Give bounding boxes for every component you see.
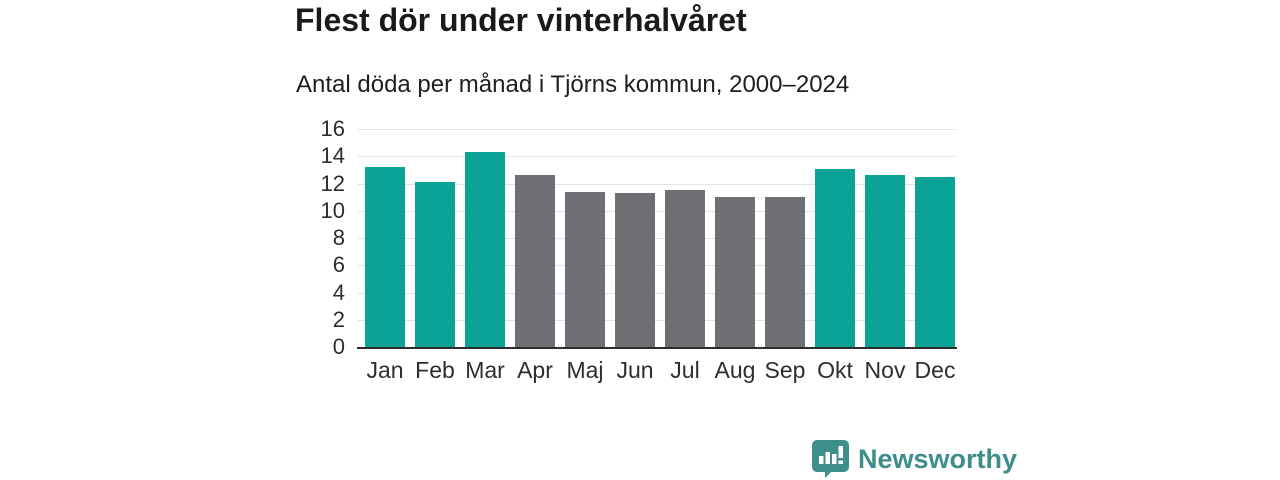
x-label-apr: Apr	[517, 357, 553, 383]
bar-feb	[415, 182, 455, 347]
x-axis-line	[357, 346, 957, 349]
y-tick-label-12: 12	[320, 170, 345, 196]
bar-jun	[615, 193, 655, 347]
x-label-aug: Aug	[714, 357, 756, 383]
chart-subtitle: Antal döda per månad i Tjörns kommun, 20…	[296, 71, 850, 98]
x-label-dec: Dec	[914, 357, 956, 383]
y-tick-label-6: 6	[332, 252, 345, 278]
y-tick-label-10: 10	[320, 197, 345, 223]
x-label-jan: Jan	[366, 357, 404, 383]
bar-jul	[665, 190, 705, 347]
x-label-maj: Maj	[566, 357, 604, 383]
gridline-14	[358, 156, 955, 158]
x-label-mar: Mar	[465, 357, 505, 383]
newsworthy-logo-text: Newsworthy	[858, 443, 1018, 474]
bar-maj	[565, 191, 605, 347]
chart-title: Flest dör under vinterhalvåret	[295, 2, 747, 38]
bar-mar	[465, 152, 505, 347]
y-tick-label-0: 0	[332, 334, 345, 359]
y-tick-label-16: 16	[320, 116, 345, 141]
y-tick-label-8: 8	[332, 225, 345, 250]
gridline-8	[358, 238, 955, 239]
bar-jan	[365, 167, 405, 347]
gridline-6	[358, 265, 955, 267]
x-label-sep: Sep	[764, 357, 806, 383]
y-tick-label-14: 14	[320, 143, 345, 169]
x-label-jun: Jun	[616, 357, 654, 383]
newsworthy-logo-icon	[812, 440, 849, 478]
newsworthy-logo: Newsworthy	[812, 440, 1017, 478]
x-label-feb: Feb	[415, 357, 455, 383]
gridline-12	[358, 183, 955, 185]
bar-nov	[865, 175, 905, 347]
y-tick-label-2: 2	[332, 306, 345, 332]
gridline-10	[358, 210, 955, 212]
plot-area	[357, 129, 957, 349]
y-tick-label-4: 4	[332, 279, 345, 305]
gridline-16	[358, 129, 955, 130]
bar-aug	[715, 197, 755, 347]
bar-dec	[915, 176, 955, 347]
x-label-okt: Okt	[817, 357, 853, 383]
x-label-nov: Nov	[864, 357, 906, 383]
x-label-jul: Jul	[670, 357, 700, 383]
gridline-4	[358, 292, 955, 294]
gridline-2	[358, 319, 955, 321]
bar-okt	[815, 168, 855, 347]
bar-sep	[765, 197, 805, 347]
bar-apr	[515, 175, 555, 347]
